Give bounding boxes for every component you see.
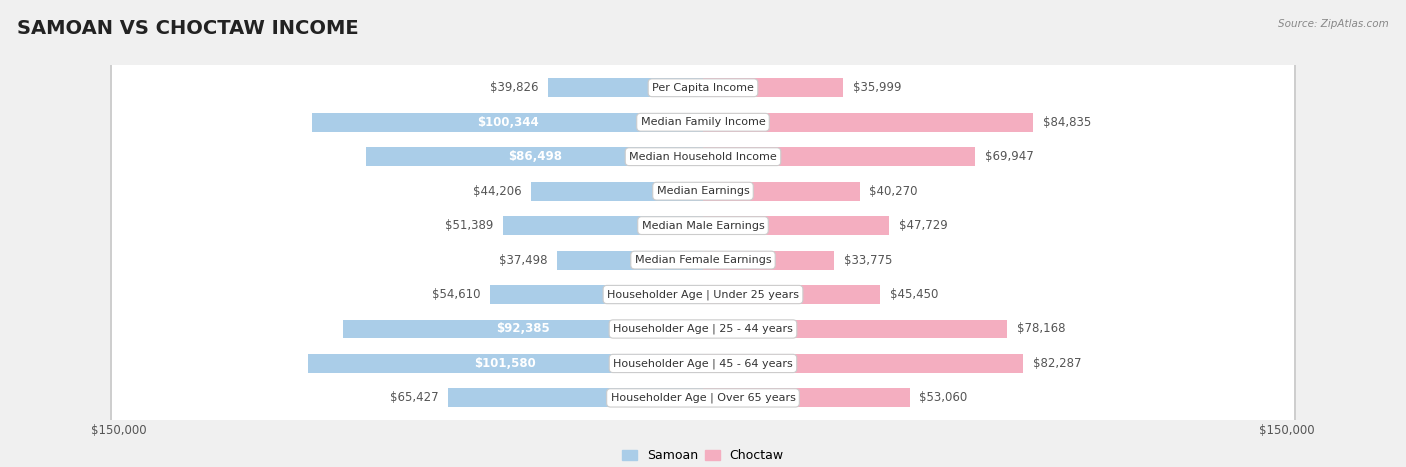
- Text: $33,775: $33,775: [844, 254, 893, 267]
- Text: $101,580: $101,580: [474, 357, 536, 370]
- Bar: [503, 216, 703, 235]
- Text: Householder Age | Over 65 years: Householder Age | Over 65 years: [610, 393, 796, 403]
- Text: SAMOAN VS CHOCTAW INCOME: SAMOAN VS CHOCTAW INCOME: [17, 19, 359, 38]
- Bar: [491, 285, 703, 304]
- Bar: [531, 182, 703, 201]
- Bar: [703, 285, 880, 304]
- Text: $40,270: $40,270: [869, 184, 918, 198]
- FancyBboxPatch shape: [111, 0, 1295, 467]
- Text: $100,344: $100,344: [477, 116, 538, 129]
- Text: Householder Age | 25 - 44 years: Householder Age | 25 - 44 years: [613, 324, 793, 334]
- Text: $53,060: $53,060: [920, 391, 967, 404]
- Text: $82,287: $82,287: [1033, 357, 1081, 370]
- Bar: [703, 319, 1007, 339]
- Text: Source: ZipAtlas.com: Source: ZipAtlas.com: [1278, 19, 1389, 28]
- FancyBboxPatch shape: [111, 0, 1295, 467]
- Bar: [343, 319, 560, 339]
- Bar: [308, 354, 546, 373]
- Text: $92,385: $92,385: [496, 323, 550, 335]
- FancyBboxPatch shape: [111, 0, 1295, 467]
- Bar: [491, 285, 619, 304]
- Bar: [308, 354, 703, 373]
- Text: Median Female Earnings: Median Female Earnings: [634, 255, 772, 265]
- FancyBboxPatch shape: [111, 0, 1295, 467]
- Bar: [557, 251, 644, 269]
- Text: $45,450: $45,450: [890, 288, 938, 301]
- Bar: [449, 389, 703, 407]
- Text: $37,498: $37,498: [499, 254, 547, 267]
- Text: Per Capita Income: Per Capita Income: [652, 83, 754, 93]
- Bar: [312, 113, 703, 132]
- Bar: [703, 113, 1033, 132]
- Bar: [343, 319, 703, 339]
- FancyBboxPatch shape: [111, 0, 1295, 467]
- FancyBboxPatch shape: [111, 0, 1295, 467]
- Text: $51,389: $51,389: [444, 219, 494, 232]
- FancyBboxPatch shape: [111, 0, 1295, 467]
- FancyBboxPatch shape: [111, 0, 1295, 467]
- Text: Median Household Income: Median Household Income: [628, 152, 778, 162]
- Text: $47,729: $47,729: [898, 219, 948, 232]
- Bar: [503, 216, 623, 235]
- Text: Householder Age | Under 25 years: Householder Age | Under 25 years: [607, 289, 799, 300]
- Bar: [703, 354, 1024, 373]
- Bar: [703, 78, 844, 97]
- Text: Median Family Income: Median Family Income: [641, 117, 765, 127]
- Legend: Samoan, Choctaw: Samoan, Choctaw: [617, 444, 789, 467]
- Text: $65,427: $65,427: [389, 391, 439, 404]
- Bar: [367, 147, 703, 166]
- Text: $69,947: $69,947: [986, 150, 1033, 163]
- Text: Median Earnings: Median Earnings: [657, 186, 749, 196]
- Bar: [703, 182, 859, 201]
- Bar: [703, 147, 976, 166]
- Bar: [703, 251, 835, 269]
- Text: $86,498: $86,498: [508, 150, 561, 163]
- FancyBboxPatch shape: [111, 0, 1295, 467]
- Text: $44,206: $44,206: [472, 184, 522, 198]
- Text: $54,610: $54,610: [432, 288, 481, 301]
- Bar: [367, 147, 568, 166]
- Text: $84,835: $84,835: [1043, 116, 1091, 129]
- FancyBboxPatch shape: [111, 0, 1295, 467]
- Bar: [531, 182, 634, 201]
- Bar: [312, 113, 547, 132]
- Text: $35,999: $35,999: [853, 81, 901, 94]
- Bar: [703, 389, 910, 407]
- Text: $39,826: $39,826: [489, 81, 538, 94]
- Bar: [548, 78, 641, 97]
- Bar: [449, 389, 602, 407]
- Text: $78,168: $78,168: [1017, 323, 1066, 335]
- Text: Median Male Earnings: Median Male Earnings: [641, 220, 765, 231]
- Bar: [703, 216, 889, 235]
- Text: Householder Age | 45 - 64 years: Householder Age | 45 - 64 years: [613, 358, 793, 368]
- Bar: [557, 251, 703, 269]
- Bar: [548, 78, 703, 97]
